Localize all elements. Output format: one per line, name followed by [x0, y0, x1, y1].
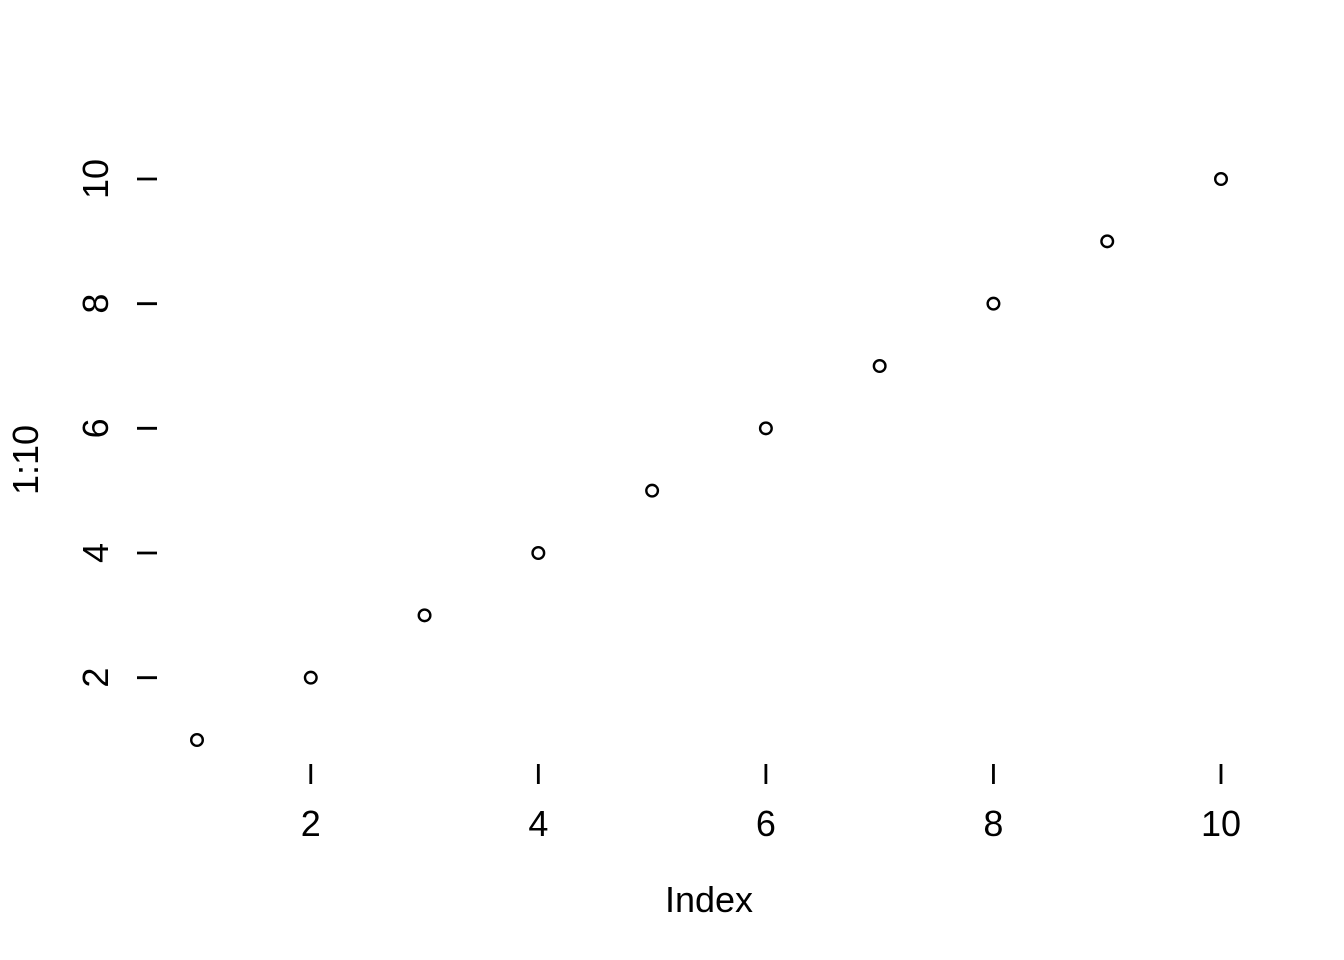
x-tick-label: 4	[528, 803, 548, 844]
data-point	[758, 421, 773, 436]
data-point	[1213, 171, 1228, 186]
x-axis: 2 4 6 8 10	[301, 764, 1241, 844]
x-tick-label: 6	[756, 803, 776, 844]
x-tick-label: 2	[301, 803, 321, 844]
data-point	[189, 733, 204, 748]
y-tick-label: 8	[75, 294, 116, 314]
y-tick-label: 10	[75, 159, 116, 199]
y-tick-label: 4	[75, 543, 116, 563]
data-point	[1100, 234, 1115, 249]
data-point	[986, 296, 1001, 311]
y-axis-title: 1:10	[5, 425, 46, 495]
data-points	[189, 171, 1228, 748]
x-axis-title: Index	[665, 879, 753, 920]
data-point	[417, 608, 432, 623]
y-tick-label: 2	[75, 668, 116, 688]
data-point	[531, 546, 546, 561]
y-axis: 2 4 6 8 10	[75, 159, 157, 688]
data-point	[872, 359, 887, 374]
x-tick-label: 10	[1201, 803, 1241, 844]
data-point	[303, 670, 318, 685]
x-tick-label: 8	[983, 803, 1003, 844]
y-tick-label: 6	[75, 418, 116, 438]
data-point	[645, 483, 660, 498]
